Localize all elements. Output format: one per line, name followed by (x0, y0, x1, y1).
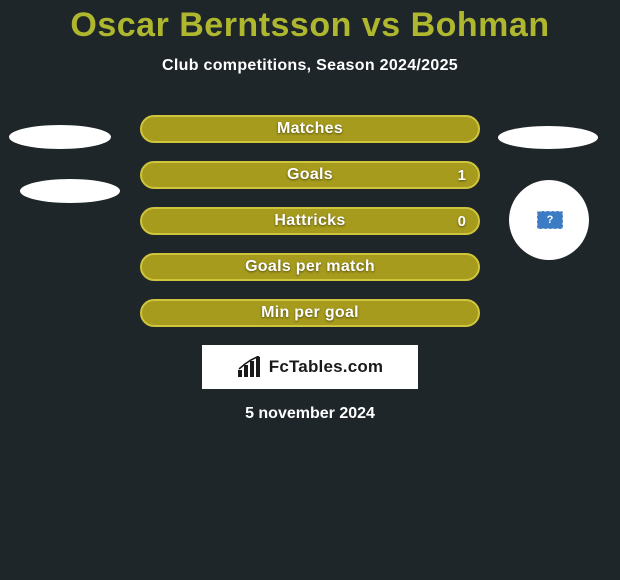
stat-row-matches: Matches (0, 115, 620, 143)
stat-value: 0 (458, 213, 466, 230)
stat-bar: Min per goal (140, 299, 480, 327)
date-label: 5 november 2024 (0, 405, 620, 423)
stat-value: 1 (458, 167, 466, 184)
page-title: Oscar Berntsson vs Bohman (0, 0, 620, 45)
stat-label: Goals (287, 166, 333, 184)
comparison-infographic: Oscar Berntsson vs Bohman Club competiti… (0, 0, 620, 580)
stat-bar: Goals per match (140, 253, 480, 281)
stat-row-hattricks: Hattricks 0 (0, 207, 620, 235)
stat-label: Min per goal (261, 304, 359, 322)
brand-text: FcTables.com (269, 357, 384, 377)
subtitle: Club competitions, Season 2024/2025 (0, 57, 620, 75)
stats-bars: Matches Goals 1 Hattricks 0 Goals per ma… (0, 115, 620, 327)
stat-label: Hattricks (274, 212, 345, 230)
stat-row-goals: Goals 1 (0, 161, 620, 189)
bars-icon (237, 356, 263, 378)
stat-bar: Hattricks 0 (140, 207, 480, 235)
stat-bar: Matches (140, 115, 480, 143)
stat-row-goals-per-match: Goals per match (0, 253, 620, 281)
stat-bar: Goals 1 (140, 161, 480, 189)
stat-row-min-per-goal: Min per goal (0, 299, 620, 327)
stat-label: Matches (277, 120, 343, 138)
stat-label: Goals per match (245, 258, 375, 276)
brand-box[interactable]: FcTables.com (202, 345, 418, 389)
